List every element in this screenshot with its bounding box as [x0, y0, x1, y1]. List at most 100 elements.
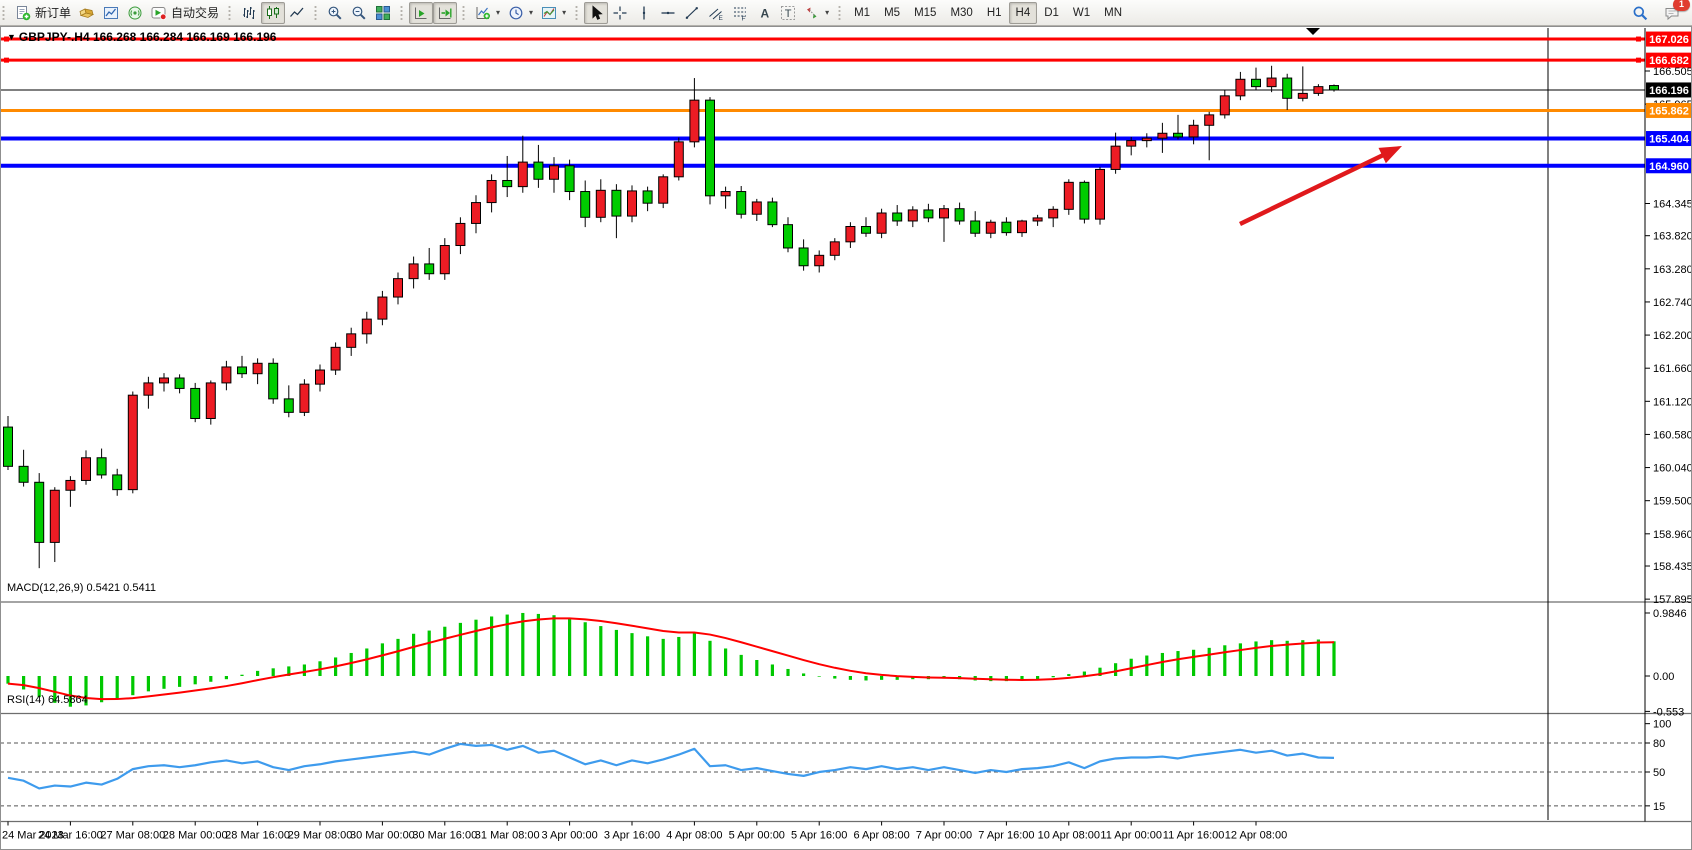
svg-text:166.682: 166.682 — [1649, 55, 1689, 67]
svg-text:30 Mar 16:00: 30 Mar 16:00 — [412, 830, 477, 842]
trendline-tool-button[interactable] — [680, 2, 704, 24]
svg-text:5 Apr 00:00: 5 Apr 00:00 — [729, 830, 785, 842]
new-chart-icon — [475, 5, 491, 21]
cursor-icon — [588, 4, 604, 21]
timeframe-h1-button[interactable]: H1 — [986, 6, 1002, 19]
trendline-tool-icon — [684, 5, 700, 21]
candle — [985, 221, 996, 234]
equidistant-channel-tool-button[interactable]: E — [704, 2, 728, 24]
tile-windows-icon — [375, 5, 391, 21]
bar-chart-mode-button[interactable] — [237, 2, 261, 24]
svg-text:A: A — [761, 6, 770, 20]
candle — [533, 161, 544, 180]
periodicity-button[interactable]: ▾ — [504, 2, 537, 24]
zoom-out-icon — [351, 5, 367, 21]
candle — [1032, 217, 1043, 222]
candle — [1126, 140, 1137, 147]
text-label-tool-icon: T — [780, 5, 796, 21]
cursor-button[interactable] — [584, 1, 609, 24]
new-chart-button[interactable]: ▾ — [471, 2, 504, 24]
arrows-tool-button[interactable]: ▾ — [800, 2, 833, 24]
svg-text:165.404: 165.404 — [1649, 134, 1690, 146]
candle — [408, 263, 419, 280]
timeframe-d1-button[interactable]: D1 — [1044, 6, 1059, 19]
chevron-down-icon: ▾ — [529, 8, 534, 17]
line-chart-mode-button[interactable] — [285, 2, 309, 24]
horizontal-line-tool-button[interactable] — [656, 2, 680, 24]
toolbar-grip — [314, 4, 320, 21]
macd-signal-line — [7, 617, 1335, 701]
candle — [96, 457, 107, 476]
svg-text:15: 15 — [1653, 801, 1665, 813]
svg-text:28 Mar 16:00: 28 Mar 16:00 — [225, 830, 290, 842]
indicators-list-button[interactable]: ▾ — [537, 2, 570, 24]
candle — [252, 362, 263, 375]
svg-text:162.740: 162.740 — [1653, 297, 1692, 309]
toolbar-grip — [400, 4, 406, 21]
candle — [736, 191, 747, 215]
svg-text:5 Apr 16:00: 5 Apr 16:00 — [791, 830, 847, 842]
chat-notification-badge: 1 — [1673, 0, 1690, 11]
timeframe-m15-button[interactable]: M15 — [914, 6, 937, 19]
candle — [237, 366, 247, 375]
zoom-out-button[interactable] — [347, 2, 371, 24]
mql5-gallery-button[interactable] — [75, 2, 99, 24]
chart-shift-button[interactable] — [433, 1, 458, 24]
text-tool-button[interactable]: A — [752, 2, 776, 24]
candle — [689, 99, 700, 143]
text-label-tool-button[interactable]: T — [776, 2, 800, 24]
timeframe-m5-button[interactable]: M5 — [884, 6, 901, 19]
search-button[interactable] — [1628, 2, 1652, 24]
search-icon — [1632, 5, 1648, 21]
timeframe-w1-button[interactable]: W1 — [1072, 6, 1091, 19]
tile-windows-button[interactable] — [371, 2, 395, 24]
candle — [627, 190, 637, 217]
candle — [564, 165, 575, 193]
svg-text:7 Apr 00:00: 7 Apr 00:00 — [916, 830, 972, 842]
fibonacci-tool-icon: F — [732, 5, 748, 21]
candle — [1173, 132, 1183, 138]
candle — [1095, 168, 1105, 220]
auto-trading-button[interactable]: 自动交易 — [147, 2, 223, 24]
chart-window[interactable]: 166.505165.965164.345163.820163.280162.7… — [0, 26, 1692, 850]
timeframe-mn-button[interactable]: MN — [1104, 6, 1123, 19]
fibonacci-tool-button[interactable]: F — [728, 2, 752, 24]
auto-scroll-button[interactable] — [409, 1, 434, 24]
svg-text:80: 80 — [1653, 738, 1665, 750]
candle — [486, 179, 497, 204]
zoom-in-button[interactable] — [323, 2, 347, 24]
timeframe-m30-button[interactable]: M30 — [950, 6, 973, 19]
candle — [502, 179, 513, 188]
toolbar-right: 1 — [1628, 0, 1692, 24]
new-order-button[interactable]: 新订单 — [11, 2, 75, 24]
candle — [221, 366, 232, 384]
arrows-tool-icon — [804, 5, 820, 21]
candlestick-mode-button[interactable] — [261, 1, 286, 24]
chat-button[interactable]: 1 — [1660, 0, 1690, 24]
candle — [720, 191, 731, 197]
bar-chart-mode-icon — [241, 5, 257, 21]
vertical-line-tool-button[interactable] — [632, 2, 656, 24]
candle — [845, 225, 856, 243]
signals-broadcast-button[interactable] — [123, 2, 147, 24]
candle — [190, 387, 201, 419]
timeframe-h4-button[interactable]: H4 — [1008, 1, 1038, 24]
svg-text:100: 100 — [1653, 719, 1671, 731]
svg-text:161.660: 161.660 — [1653, 363, 1692, 375]
candle — [595, 189, 606, 218]
candle — [783, 224, 793, 249]
svg-text:10 Apr 08:00: 10 Apr 08:00 — [1038, 830, 1100, 842]
candle — [1017, 220, 1027, 234]
auto-trading-label: 自动交易 — [171, 6, 220, 20]
svg-text:160.040: 160.040 — [1653, 463, 1692, 475]
svg-text:12 Apr 08:00: 12 Apr 08:00 — [1225, 830, 1287, 842]
vertical-line-tool-icon — [636, 5, 652, 21]
crosshair-button[interactable] — [608, 2, 632, 24]
svg-text:24 Mar 16:00: 24 Mar 16:00 — [38, 830, 103, 842]
timeframe-m1-button[interactable]: M1 — [854, 6, 871, 19]
svg-text:3 Apr 16:00: 3 Apr 16:00 — [604, 830, 660, 842]
candle — [954, 208, 965, 222]
market-panel-button[interactable] — [99, 2, 123, 24]
candle — [814, 254, 825, 267]
chart-canvas[interactable]: 166.505165.965164.345163.820163.280162.7… — [0, 26, 1692, 850]
